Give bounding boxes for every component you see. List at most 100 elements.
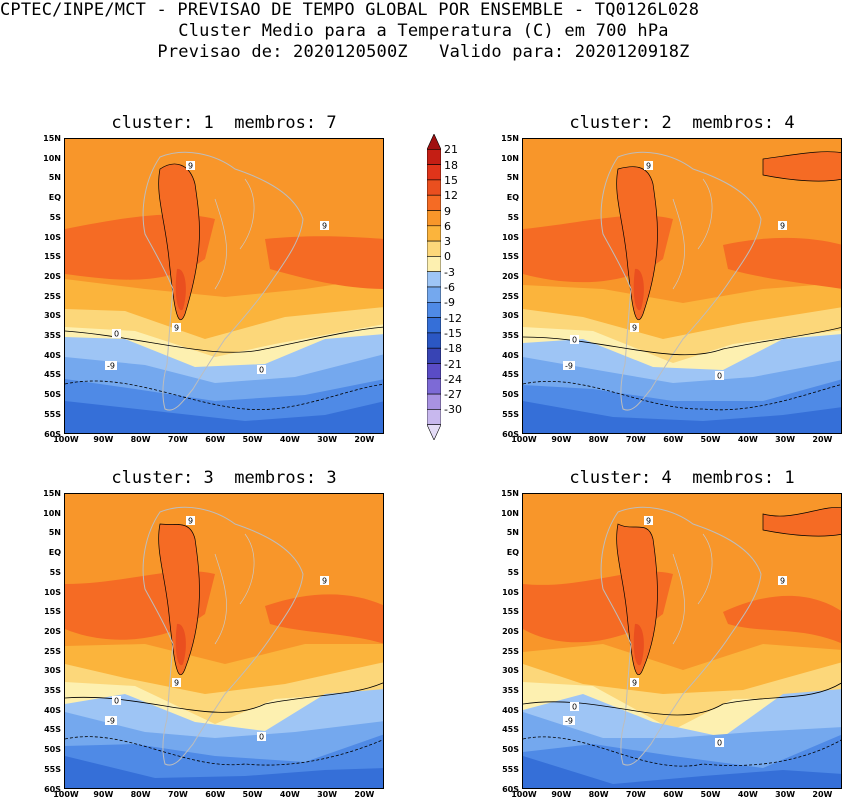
lon-label: 70W <box>625 435 646 444</box>
warm-tongue-east <box>723 237 841 289</box>
lat-label: 45S <box>44 370 61 380</box>
contour-label-minus9: -9 <box>107 362 115 371</box>
lon-label: 30W <box>775 435 796 444</box>
lat-label: 40S <box>44 350 61 360</box>
figure-title-line1: CPTEC/INPE/MCT - PREVISAO DE TEMPO GLOBA… <box>0 0 700 20</box>
lon-label: 90W <box>93 790 114 799</box>
lat-label: 20S <box>44 626 61 636</box>
warm-core-andes <box>616 523 658 676</box>
coastline-south-america <box>600 506 762 766</box>
contour-minus9 <box>523 736 841 767</box>
contour-label-9: 9 <box>188 517 193 526</box>
colorbar-segment <box>427 378 441 395</box>
contour-label-0: 0 <box>114 330 119 339</box>
lon-label: 80W <box>588 790 609 799</box>
panel-title-2: cluster: 2 membros: 4 <box>569 113 795 133</box>
lat-label: 15S <box>44 607 61 617</box>
contour-label-9-bg <box>320 576 329 585</box>
lon-label: 20W <box>812 435 833 444</box>
lat-label: 60S <box>502 429 519 439</box>
contour-label-0-bg <box>112 329 121 338</box>
lat-label: 50S <box>502 390 519 400</box>
lat-label: 30S <box>502 311 519 321</box>
figure-title-line3: Previsao de: 2020120500Z Valido para: 20… <box>157 42 690 62</box>
lon-label: 60W <box>663 790 684 799</box>
country-borders <box>214 533 255 645</box>
lon-label: 80W <box>130 790 151 799</box>
colorbar-segment <box>427 134 441 150</box>
lon-label: 50W <box>242 435 263 444</box>
lat-label: 50S <box>44 745 61 755</box>
lat-label: 20S <box>502 271 519 281</box>
lat-label: 35S <box>502 686 519 695</box>
contour-label-minus9-bg <box>105 361 117 370</box>
lat-label: 45S <box>44 725 61 735</box>
hot-core <box>175 268 186 311</box>
lat-label: 5N <box>506 173 519 183</box>
lon-label: 60W <box>205 435 226 444</box>
contour-0 <box>65 326 383 353</box>
contour-label-9: 9 <box>174 679 179 688</box>
lat-label: 40S <box>44 705 61 715</box>
lat-label: 10S <box>44 587 61 597</box>
contour-label-9-bg <box>186 516 195 525</box>
lat-label: 10N <box>43 508 61 518</box>
lat-label: 10S <box>44 232 61 242</box>
contour-label-0-bg <box>257 732 266 741</box>
lat-label: 5N <box>48 528 61 538</box>
lat-label: EQ <box>48 193 61 203</box>
colorbar-level-label: 15 <box>444 173 458 187</box>
lat-label: EQ <box>506 193 519 203</box>
coastline-south-america <box>600 151 762 411</box>
contour-label-9: 9 <box>632 324 637 333</box>
lat-label: 15N <box>501 134 519 143</box>
colorbar-segment <box>427 256 441 273</box>
contour-0 <box>65 682 383 713</box>
contour-label-9-bg <box>630 323 639 332</box>
colorbar-segment <box>427 164 441 181</box>
lat-label: 20S <box>44 271 61 281</box>
lon-label: 100W <box>53 435 79 444</box>
lon-label: 40W <box>737 435 758 444</box>
lon-label: 60W <box>663 435 684 444</box>
lon-label: 80W <box>588 435 609 444</box>
contour-label-9-bg <box>630 678 639 687</box>
lat-label: 30S <box>44 666 61 676</box>
colorbar-segment <box>427 240 441 257</box>
contour-label-9: 9 <box>646 162 651 171</box>
colorbar-level-label: 9 <box>444 204 451 218</box>
colorbar-level-label: -3 <box>444 265 455 279</box>
lat-label: 35S <box>502 331 519 340</box>
lon-label: 70W <box>167 435 188 444</box>
hot-core <box>633 623 644 666</box>
warm-tongue-east <box>723 595 841 644</box>
field-minus12 <box>65 401 383 433</box>
lat-label: 55S <box>44 409 61 419</box>
colorbar-segment <box>427 179 441 196</box>
lon-label: 20W <box>354 790 375 799</box>
panel-title-3: cluster: 3 membros: 3 <box>111 468 337 488</box>
colorbar-level-label: -27 <box>444 388 462 402</box>
colorbar-segment <box>427 393 441 410</box>
lat-label: 15N <box>43 134 61 143</box>
colorbar-segment <box>427 363 441 380</box>
contour-label-9: 9 <box>188 162 193 171</box>
warm-core-andes <box>158 163 200 321</box>
field-minus12 <box>523 756 841 788</box>
lon-label: 30W <box>775 790 796 799</box>
hot-core <box>633 268 644 311</box>
contour-label-0-bg <box>570 702 579 711</box>
lat-label: 60S <box>44 429 61 439</box>
lat-label: 15N <box>501 489 519 498</box>
colorbar-level-label: -9 <box>444 296 455 310</box>
lat-label: 5S <box>507 212 519 222</box>
lat-label: 5N <box>506 528 519 538</box>
warm-core-andes <box>616 166 658 321</box>
contour-label-9: 9 <box>322 577 327 586</box>
field-minus12 <box>523 401 841 433</box>
lat-label: 35S <box>44 686 61 695</box>
warm-patch-north <box>762 507 841 537</box>
colorbar-segment <box>427 347 441 364</box>
contour-label-minus9-bg <box>563 716 575 725</box>
colorbar <box>427 134 441 440</box>
